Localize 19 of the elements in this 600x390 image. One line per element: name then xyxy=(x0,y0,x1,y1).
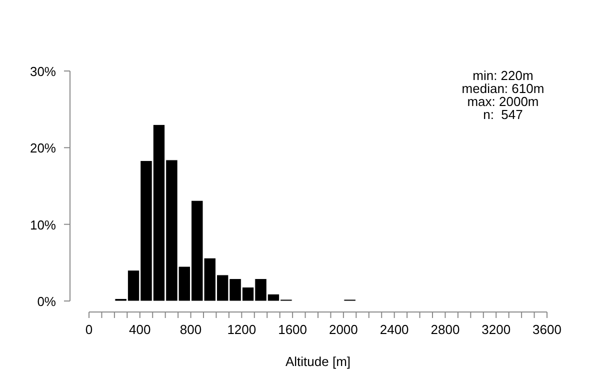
x-axis-title: Altitude [m] xyxy=(285,354,351,369)
x-tick-label: 3200 xyxy=(482,322,511,337)
x-tick-label: 0 xyxy=(85,322,93,337)
x-tick-label: 3600 xyxy=(532,322,562,337)
x-tick-label: 2000 xyxy=(328,322,358,337)
x-tick-label: 2400 xyxy=(380,322,409,337)
y-tick-label: 20% xyxy=(30,140,56,156)
x-tick-label: 1200 xyxy=(227,322,256,337)
y-tick-label: 0% xyxy=(37,294,56,309)
x-tick-label: 2800 xyxy=(430,322,460,337)
y-tick-label: 10% xyxy=(30,217,56,232)
x-tick-label: 400 xyxy=(129,322,151,337)
x-tick-label: 800 xyxy=(180,322,202,337)
annotation: min: 220m xyxy=(472,68,534,83)
annotation: max: 2000m xyxy=(467,94,539,109)
annotation: median: 610m xyxy=(462,81,544,96)
x-tick-label: 1600 xyxy=(278,322,308,337)
y-tick-label: 30% xyxy=(30,64,56,79)
annotation: n: 547 xyxy=(483,107,523,122)
